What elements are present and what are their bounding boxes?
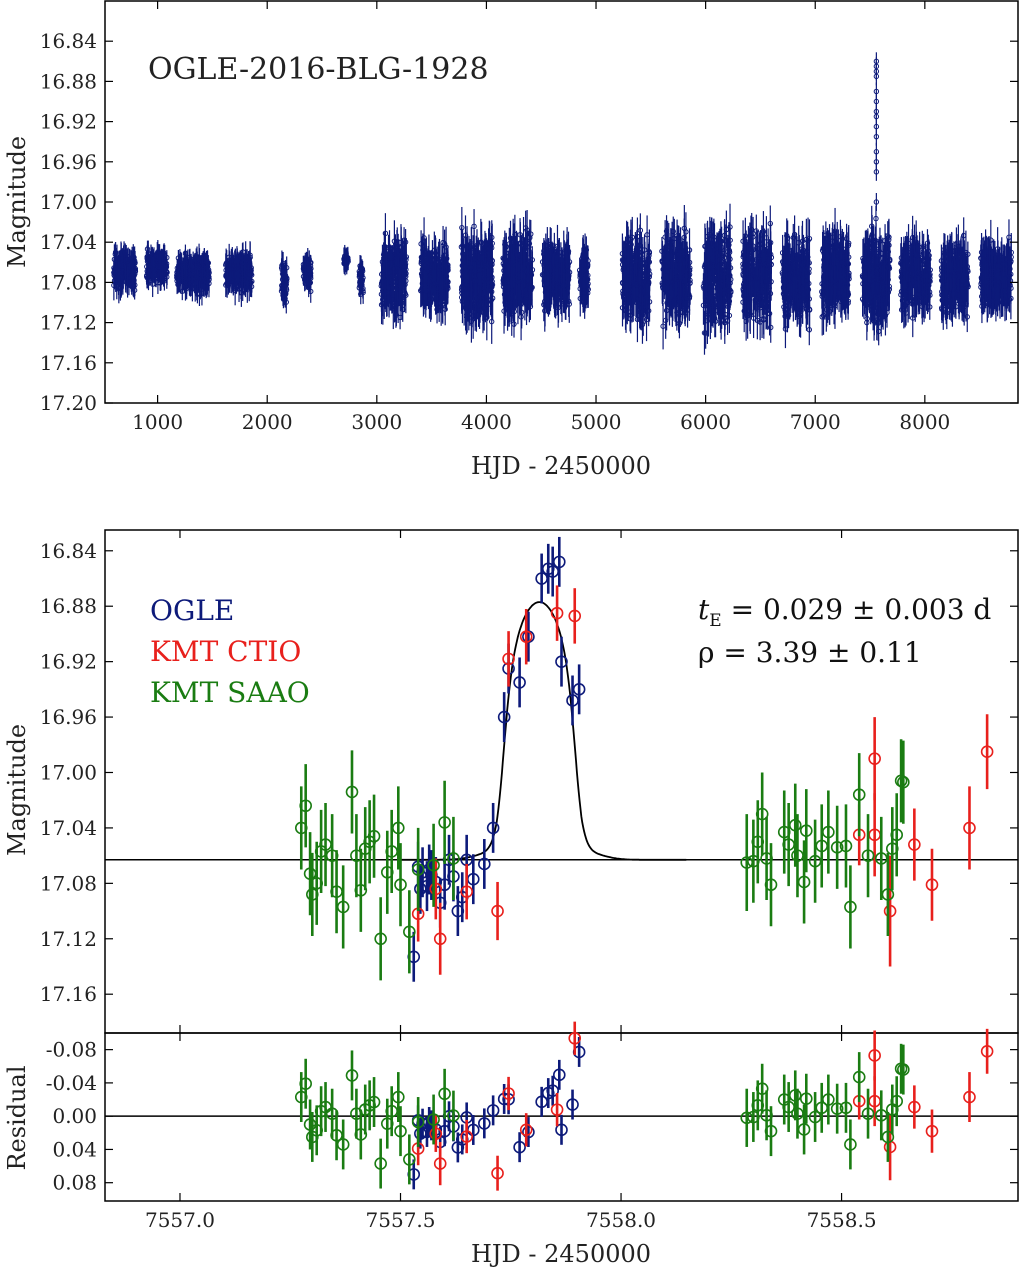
top-ogle-point-marker (163, 271, 169, 277)
top-ogle-point-marker (124, 279, 131, 285)
top-ogle-point-marker (111, 256, 118, 263)
top-ogle-point (129, 265, 136, 285)
top-ogle-point-marker (129, 259, 135, 265)
top-ogle-point (116, 273, 122, 304)
top-ogle-point-marker (117, 270, 123, 277)
top-ogle-point-marker (116, 285, 122, 292)
top-ogle-point (111, 262, 117, 289)
top-ogle-point-marker (131, 287, 138, 293)
top-ogle-point (124, 266, 131, 298)
top-ogle-point-marker (159, 260, 166, 266)
top-ogle-point-marker (130, 280, 137, 287)
top-light-curve-panel: 1000 2000 3000 4000 5000 6000 7000 800016.8416.… (3, 0, 1019, 480)
top-ogle-point (163, 264, 169, 284)
top-ogle-point-marker (146, 268, 152, 275)
top-ogle-point-marker (149, 281, 156, 287)
top-ogle-point-marker (129, 272, 136, 279)
top-ogle-point-marker (111, 272, 117, 278)
top-ogle-point (130, 270, 137, 297)
top-ogle-point (156, 253, 162, 279)
top-ogle-point-marker (155, 280, 161, 286)
top-ogle-point-marker (156, 263, 162, 270)
top-ogle-point-marker (144, 255, 150, 262)
top-ogle-point (117, 261, 123, 286)
top-ogle-point (159, 250, 166, 276)
top-ogle-point-marker (132, 266, 139, 272)
top-ogle-point-marker (148, 251, 154, 257)
top-data-points (111, 52, 1014, 355)
top-ogle-point (144, 247, 150, 270)
top-ogle-point (146, 263, 152, 280)
top-ogle-point (132, 257, 139, 281)
top-ogle-point-marker (124, 257, 130, 263)
top-ogle-point-marker (118, 255, 124, 261)
